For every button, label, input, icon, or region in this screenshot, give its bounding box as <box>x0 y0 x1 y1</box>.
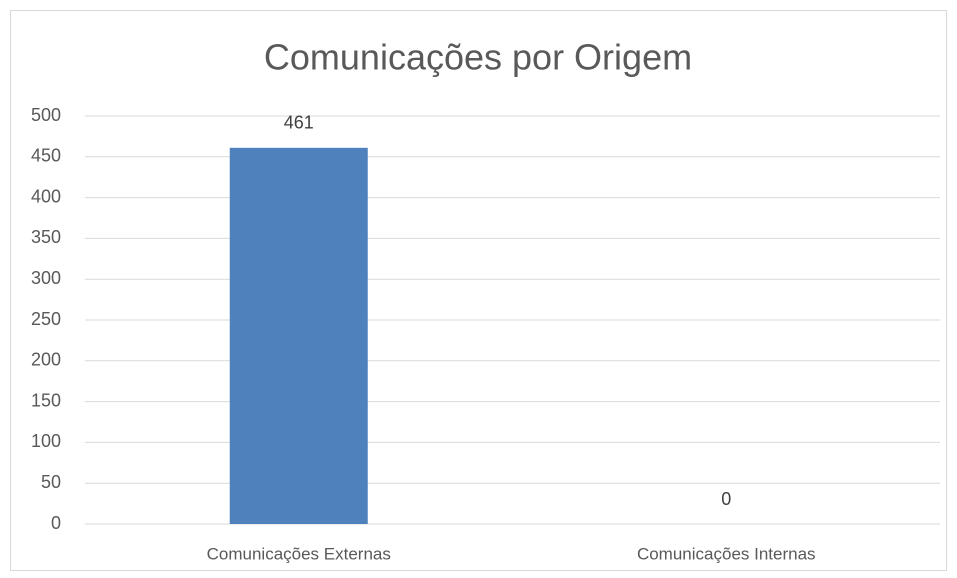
chart-frame <box>10 10 947 571</box>
data-label: 461 <box>284 113 314 133</box>
y-tick-label: 250 <box>31 309 61 329</box>
data-label: 0 <box>721 489 731 509</box>
x-tick-label: Comunicações Externas <box>207 544 391 563</box>
y-tick-label: 100 <box>31 431 61 451</box>
x-tick-label: Comunicações Internas <box>637 544 816 563</box>
y-tick-label: 350 <box>31 227 61 247</box>
y-tick-label: 300 <box>31 268 61 288</box>
y-tick-label: 450 <box>31 146 61 166</box>
bar <box>229 147 368 524</box>
y-tick-label: 400 <box>31 186 61 206</box>
y-tick-label: 200 <box>31 350 61 370</box>
y-tick-label: 50 <box>41 472 61 492</box>
y-tick-label: 150 <box>31 390 61 410</box>
chart-title: Comunicações por Origem <box>264 37 692 78</box>
y-tick-label: 500 <box>31 105 61 125</box>
y-tick-label: 0 <box>51 513 61 533</box>
